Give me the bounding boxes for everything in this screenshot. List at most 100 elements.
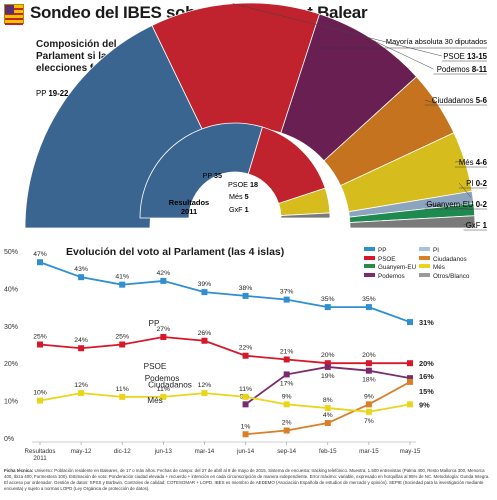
data-label: 39% (198, 281, 212, 288)
series-line-mes (39, 392, 411, 413)
legend-item-ciudadanos: Ciudadanos (419, 255, 467, 263)
leader-psoe (232, 3, 443, 57)
arc-leader-lines (232, 3, 487, 231)
legend-label: Ciudadanos (433, 255, 467, 263)
data-point (242, 401, 249, 408)
leader-guanyem-eu (424, 203, 473, 210)
data-label: 21% (280, 348, 294, 355)
leader-podemos (370, 38, 434, 70)
data-label: 47% (33, 251, 47, 258)
data-point (365, 401, 372, 408)
series-line-pp (39, 261, 411, 323)
forecast-label-guanyem-eu: Guanyem-EU 0-2 (426, 200, 487, 209)
legend-swatch (364, 272, 375, 277)
composition-title: Composición del Parlament si las eleccio… (36, 39, 143, 74)
data-point (324, 304, 331, 311)
series-pp: 47% 43% 41% 42% 39% 38% 37% 35% 35% 31% (33, 251, 434, 327)
evolution-title: Evolución del voto al Parlament (las 4 i… (66, 246, 285, 258)
forecast-label-pi: PI 0-2 (466, 179, 487, 188)
data-label: 9% (364, 393, 374, 400)
results-2011-segment-pp (139, 122, 263, 219)
legend-swatch (364, 255, 375, 260)
data-point (242, 431, 249, 438)
series-line-psoe (39, 336, 410, 365)
data-label: 26% (198, 330, 212, 337)
data-point (201, 337, 208, 344)
x-axis: Resultados 2011 may-12 dic-12 jun-13 mar-14 ju… (25, 441, 421, 462)
y-axis: 0% 10% 20% 30% 40% 50% (4, 249, 18, 443)
series-mes: 10% 12% 11% 11% 12% 11% 9% 8% 7% 9% (33, 382, 430, 425)
leader-mes (454, 161, 463, 163)
majority-label: Mayoría absoluta 30 diputados (386, 37, 487, 46)
series-name-psoe: PSOE (144, 362, 167, 371)
data-point (407, 319, 413, 326)
legend-label: Guanyem-EU (378, 264, 417, 271)
data-label: 4% (323, 412, 333, 419)
leader-pi (459, 182, 472, 198)
data-label: 17% (280, 380, 294, 387)
data-point (242, 393, 249, 400)
data-label: 35% (362, 296, 376, 303)
y-tick-label: 10% (4, 399, 18, 406)
x-tick-label: Resultados 2011 (25, 448, 56, 462)
data-point (160, 334, 167, 341)
legend-label: Otros/Blanco (433, 272, 470, 280)
series-name-podemos: Podemos (145, 374, 180, 383)
data-point (201, 289, 208, 296)
x-tick-label: sep-14 (277, 448, 296, 455)
data-point (324, 360, 331, 367)
leader-gxf (463, 221, 473, 226)
legend-item-pp: PP (364, 247, 386, 254)
legend-item-mes: Més (419, 264, 445, 271)
data-label: 9% (282, 393, 292, 400)
forecast-label-ciudadanos: Ciudadanos 5-6 (432, 96, 488, 105)
data-point (407, 375, 413, 382)
data-point (283, 427, 290, 434)
data-label: 11% (157, 386, 170, 393)
legend-label: PP (378, 247, 387, 254)
results-2011-label-psoe: PSOE 18 (228, 180, 258, 189)
results-2011-label-gxf: GxF 1 (229, 205, 249, 214)
legend-swatch (364, 264, 375, 268)
data-point (160, 277, 167, 284)
y-tick-label: 0% (4, 436, 14, 443)
data-label: 42% (157, 270, 171, 277)
legend-swatch (419, 264, 430, 268)
balearic-flag-icon (4, 4, 24, 25)
x-tick-label: dic-12 (114, 448, 131, 455)
data-label: 31% (419, 318, 434, 327)
technical-sheet: Ficha técnica: Universo: Población resid… (4, 468, 492, 492)
data-label: 18% (362, 377, 376, 384)
data-label: 24% (74, 337, 88, 344)
results-2011-arc (139, 122, 331, 219)
data-label: 41% (115, 274, 129, 281)
data-point (324, 363, 331, 370)
legend-swatch (419, 247, 430, 251)
legend-item-guanyem-eu: Guanyem-EU (364, 264, 416, 271)
data-label: 15% (419, 387, 434, 396)
data-label: 9% (419, 400, 430, 409)
vote-evolution-chart: 0% 10% 20% 30% 40% 50% Resultados 2011 may-12 di… (4, 249, 434, 462)
data-point (365, 408, 372, 415)
data-point (324, 405, 331, 412)
data-point (365, 367, 372, 374)
technical-sheet-label: Ficha técnica: (4, 468, 34, 473)
data-label: 2% (282, 420, 292, 427)
data-label: 11% (116, 386, 129, 393)
data-label: 38% (239, 285, 253, 292)
legend-item-pi: PI (419, 247, 439, 254)
data-label: 37% (280, 289, 294, 296)
data-label: 20% (419, 359, 434, 368)
results-2011-label-pp: PP 35 (203, 171, 222, 180)
x-tick-label: mar-14 (195, 448, 215, 455)
x-tick-label: jun-14 (236, 448, 255, 455)
legend-swatch (419, 272, 430, 277)
results-2011-segment-gxf (280, 212, 331, 219)
forecast-label-podemos: Podemos 8-11 (437, 65, 488, 74)
data-point (119, 341, 126, 348)
legend-item-otros-blanco: Otros/Blanco (419, 272, 470, 280)
data-point (283, 356, 290, 363)
data-point (242, 352, 249, 359)
data-point (78, 274, 85, 281)
data-point (78, 345, 85, 352)
